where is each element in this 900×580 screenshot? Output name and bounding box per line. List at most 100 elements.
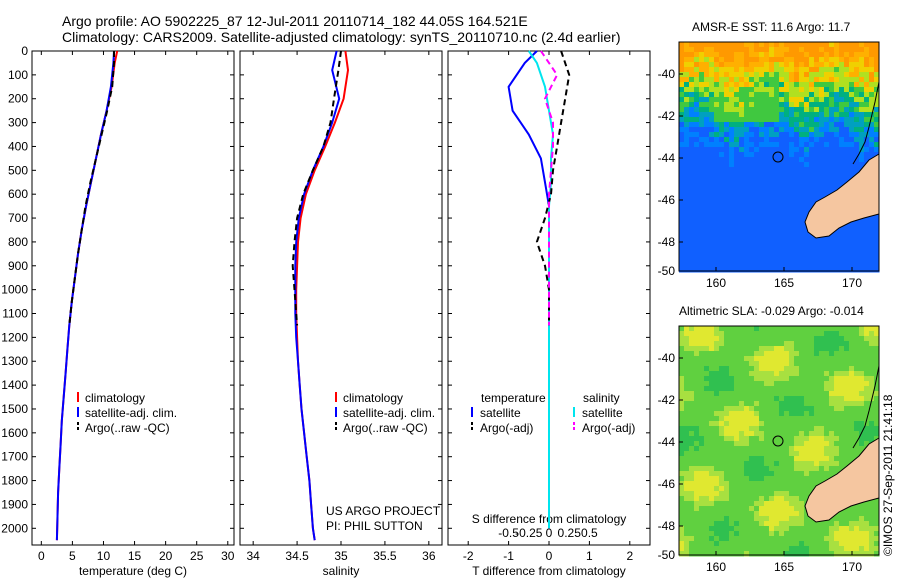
- map-cell: [849, 67, 855, 73]
- map-cell: [694, 182, 700, 188]
- map-cell: [859, 142, 865, 148]
- map-cell: [749, 351, 755, 357]
- map-cell: [754, 57, 760, 63]
- map-cell: [834, 516, 840, 522]
- map-y-tick-label: -46: [658, 193, 676, 207]
- map-cell: [774, 466, 780, 472]
- map-cell: [779, 207, 785, 213]
- map-cell: [764, 112, 770, 118]
- map-cell: [704, 57, 710, 63]
- map-cell: [719, 62, 725, 68]
- map-cell: [824, 411, 830, 417]
- map-cell: [744, 476, 750, 482]
- map-cell: [709, 481, 715, 487]
- map-cell: [694, 541, 700, 547]
- map-cell: [694, 227, 700, 233]
- map-cell: [804, 416, 810, 422]
- map-cell: [854, 401, 860, 407]
- map-cell: [854, 92, 860, 98]
- map-cell: [844, 551, 850, 557]
- map-cell: [749, 366, 755, 372]
- map-cell: [794, 506, 800, 512]
- map-cell: [694, 356, 700, 362]
- map-cell: [724, 411, 730, 417]
- map-cell: [869, 501, 875, 507]
- map-cell: [864, 267, 870, 273]
- map-cell: [874, 521, 880, 527]
- map-cell: [804, 546, 810, 552]
- map-cell: [679, 52, 685, 58]
- map-cell: [774, 252, 780, 258]
- map-cell: [714, 127, 720, 133]
- map-cell: [704, 202, 710, 208]
- map-cell: [754, 47, 760, 53]
- map-cell: [829, 531, 835, 537]
- map-cell: [764, 326, 770, 332]
- x-tick-label: 25: [190, 549, 204, 563]
- map-cell: [684, 252, 690, 258]
- map-cell: [774, 341, 780, 347]
- map-cell: [689, 481, 695, 487]
- map-cell: [824, 551, 830, 557]
- map-cell: [724, 541, 730, 547]
- map-cell: [834, 421, 840, 427]
- map-cell: [849, 247, 855, 253]
- map-cell: [764, 142, 770, 148]
- map-cell: [839, 112, 845, 118]
- map-cell: [814, 92, 820, 98]
- map-cell: [839, 536, 845, 542]
- map-cell: [744, 356, 750, 362]
- map-cell: [829, 406, 835, 412]
- map-cell: [839, 326, 845, 332]
- map-cell: [804, 516, 810, 522]
- map-cell: [729, 416, 735, 422]
- map-cell: [689, 506, 695, 512]
- map-cell: [739, 52, 745, 58]
- map-cell: [684, 526, 690, 532]
- map-cell: [684, 366, 690, 372]
- map-cell: [719, 132, 725, 138]
- map-cell: [744, 222, 750, 228]
- map-cell: [874, 391, 880, 397]
- map-cell: [689, 381, 695, 387]
- map-cell: [719, 326, 725, 332]
- map-cell: [759, 227, 765, 233]
- map-cell: [729, 237, 735, 243]
- map-cell: [819, 331, 825, 337]
- map-cell: [759, 506, 765, 512]
- map-cell: [699, 242, 705, 248]
- map-cell: [739, 207, 745, 213]
- map-cell: [854, 97, 860, 103]
- map-cell: [834, 107, 840, 113]
- map-cell: [734, 531, 740, 537]
- map-cell: [744, 396, 750, 402]
- map-cell: [819, 346, 825, 352]
- map-cell: [844, 72, 850, 78]
- map-cell: [694, 531, 700, 537]
- map-cell: [739, 122, 745, 128]
- map-cell: [754, 107, 760, 113]
- map-cell: [714, 551, 720, 557]
- legend-label: climatology: [343, 391, 403, 405]
- map-cell: [844, 361, 850, 367]
- map-cell: [824, 536, 830, 542]
- map-cell: [824, 262, 830, 268]
- map-cell: [734, 491, 740, 497]
- map-cell: [709, 471, 715, 477]
- map-cell: [759, 516, 765, 522]
- map-cell: [784, 147, 790, 153]
- map-cell: [824, 267, 830, 273]
- map-cell: [854, 257, 860, 263]
- map-cell: [814, 386, 820, 392]
- map-cell: [854, 162, 860, 168]
- map-cell: [809, 87, 815, 93]
- map-cell: [724, 361, 730, 367]
- map-cell: [799, 351, 805, 357]
- map-cell: [869, 356, 875, 362]
- map-cell: [739, 232, 745, 238]
- map-cell: [814, 351, 820, 357]
- map-cell: [759, 336, 765, 342]
- map-cell: [794, 471, 800, 477]
- map-cell: [799, 486, 805, 492]
- map-cell: [779, 127, 785, 133]
